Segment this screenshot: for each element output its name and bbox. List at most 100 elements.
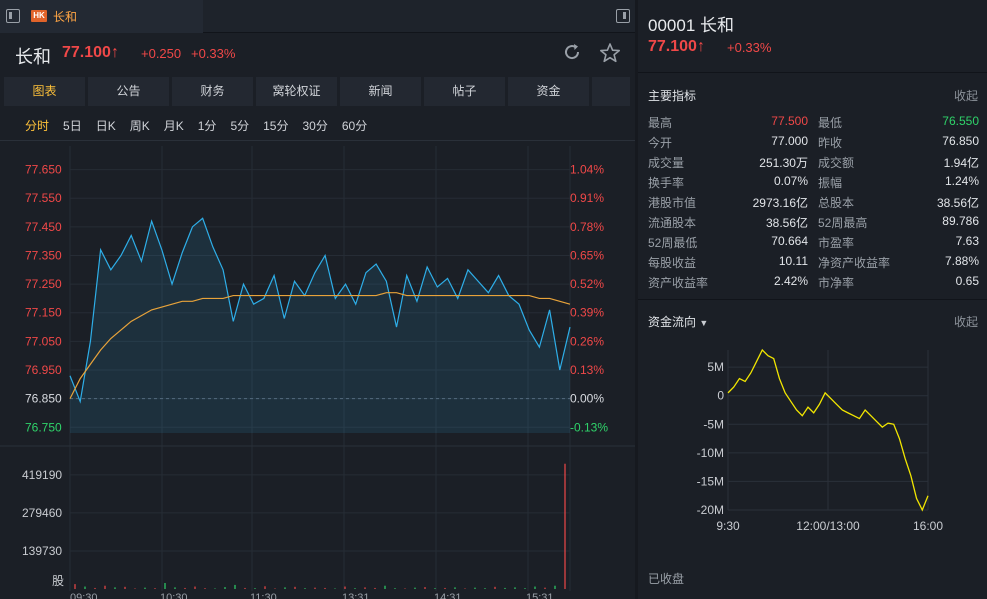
stat-value: 7.88%: [944, 254, 979, 268]
chevron-down-icon: ▼: [699, 318, 709, 328]
tab-overflow[interactable]: [592, 77, 630, 106]
pct-tick: 0.78%: [570, 220, 604, 234]
time-tick: 13:31: [342, 592, 370, 599]
tab-announcements[interactable]: 公告: [88, 77, 169, 106]
tab-financials[interactable]: 财务: [172, 77, 253, 106]
capital-flow-collapse[interactable]: 收起: [954, 315, 979, 329]
volume-tick: 419190: [22, 468, 62, 482]
flow-tick: -5M: [703, 417, 724, 431]
flow-line: [727, 348, 929, 512]
flow-time-tick: 16:00: [913, 519, 943, 533]
period-intraday[interactable]: 分时: [25, 119, 50, 133]
stat-value: 251.30万: [759, 156, 808, 170]
time-tick: 10:30: [160, 592, 188, 599]
tab-news[interactable]: 新闻: [340, 77, 421, 106]
detail-change-pct: +0.33%: [727, 40, 772, 55]
flow-time-tick: 12:00/13:00: [796, 519, 860, 533]
period-15min[interactable]: 15分: [263, 119, 289, 133]
volume-tick: 139730: [22, 544, 62, 558]
stat-label: 流通股本: [648, 216, 697, 230]
tab-capital[interactable]: 资金: [508, 77, 589, 106]
stat-value: 38.56亿: [936, 196, 979, 210]
capital-flow-chart: 5M 0 -5M -10M -15M -20M 9:30 12:00/13:00 16:00: [697, 348, 943, 533]
stat-value: 1.24%: [944, 174, 979, 188]
flow-time-tick: 9:30: [716, 519, 740, 533]
time-tick: 14:31: [434, 592, 462, 599]
indicators-title: 主要指标: [648, 89, 697, 103]
divider: [638, 299, 987, 300]
stat-value: 0.07%: [773, 174, 808, 188]
detail-price: 77.100↑: [648, 38, 705, 55]
stat-label: 最高: [648, 116, 673, 130]
pct-tick: -0.13%: [570, 420, 608, 434]
tab-chart[interactable]: 图表: [4, 77, 85, 106]
star-icon[interactable]: [599, 42, 621, 64]
pct-tick: 1.04%: [570, 163, 604, 177]
price-tick: 76.850: [25, 392, 62, 406]
stat-label: 成交量: [648, 156, 685, 170]
flow-tick: 0: [717, 389, 724, 403]
divider: [638, 72, 987, 73]
price-tick: 77.450: [25, 220, 62, 234]
price-tick: 77.250: [25, 277, 62, 291]
stat-value: 76.850: [942, 134, 979, 148]
period-tabs: 分时 5日 日K 周K 月K 1分 5分 15分 30分 60分: [18, 116, 374, 136]
period-30min[interactable]: 30分: [302, 119, 328, 133]
price-area: [70, 218, 570, 433]
pct-tick: 0.00%: [570, 392, 604, 406]
stat-label: 昨收: [818, 136, 843, 150]
volume-unit: 股: [52, 574, 64, 588]
tab-warrants[interactable]: 窝轮权证: [256, 77, 337, 106]
stat-value: 89.786: [942, 214, 979, 228]
avg-price-line: [69, 292, 571, 399]
price-tick: 77.050: [25, 334, 62, 348]
stat-label: 52周最高: [818, 216, 868, 230]
flow-tick: -10M: [697, 446, 724, 460]
stat-value: 0.65: [955, 274, 979, 288]
stat-value: 7.63: [955, 234, 979, 248]
stat-label: 今开: [648, 136, 673, 150]
main-tabs: 图表 公告 财务 窝轮权证 新闻 帖子 资金: [4, 77, 630, 106]
flow-tick: -20M: [697, 503, 724, 517]
period-5min[interactable]: 5分: [230, 119, 250, 133]
stat-label: 52周最低: [648, 236, 698, 250]
tab-title: 长和: [53, 10, 78, 24]
market-badge: HK: [31, 10, 47, 22]
market-status: 已收盘: [648, 572, 685, 586]
stat-label: 换手率: [648, 176, 685, 190]
stat-label: 最低: [818, 116, 843, 130]
intraday-chart[interactable]: 77.650 1.04% 77.550 0.91% 77.450 0.78% 77.350 0…: [0, 140, 635, 599]
price-tick: 77.350: [25, 248, 62, 262]
tab-posts[interactable]: 帖子: [424, 77, 505, 106]
price-tick: 77.550: [25, 191, 62, 205]
pct-tick: 0.26%: [570, 334, 604, 348]
intraday-chart-svg: 77.650 1.04% 77.550 0.91% 77.450 0.78% 77.350 0…: [0, 146, 635, 599]
stat-label: 振幅: [818, 176, 843, 190]
indicators-collapse[interactable]: 收起: [954, 89, 979, 103]
period-weekly[interactable]: 周K: [129, 119, 150, 133]
refresh-icon[interactable]: [562, 42, 582, 62]
pct-tick: 0.52%: [570, 277, 604, 291]
price-line: [69, 217, 571, 404]
stat-value: 76.550: [942, 114, 979, 128]
stat-label: 资产收益率: [648, 276, 709, 290]
capital-flow-title[interactable]: 资金流向 ▼: [648, 315, 709, 329]
stat-value: 2973.16亿: [752, 196, 808, 210]
period-daily[interactable]: 日K: [95, 119, 116, 133]
stat-label: 市盈率: [818, 236, 855, 250]
pct-tick: 0.65%: [570, 248, 604, 262]
price-tick: 76.750: [25, 420, 62, 434]
period-5day[interactable]: 5日: [63, 119, 82, 133]
stat-value: 38.56亿: [765, 216, 808, 230]
flow-tick: 5M: [707, 360, 724, 374]
stat-value: 10.11: [778, 254, 808, 268]
panel-toggle-icon[interactable]: [6, 9, 20, 23]
period-60min[interactable]: 60分: [341, 119, 368, 133]
time-tick: 15:31: [526, 592, 554, 599]
panel-toggle-icon[interactable]: [616, 9, 630, 23]
period-monthly[interactable]: 月K: [163, 119, 184, 133]
stock-name: 长和: [15, 47, 51, 67]
period-1min[interactable]: 1分: [197, 119, 217, 133]
price-change-pct: +0.33%: [191, 46, 236, 61]
volume-tick: 279460: [22, 506, 62, 520]
